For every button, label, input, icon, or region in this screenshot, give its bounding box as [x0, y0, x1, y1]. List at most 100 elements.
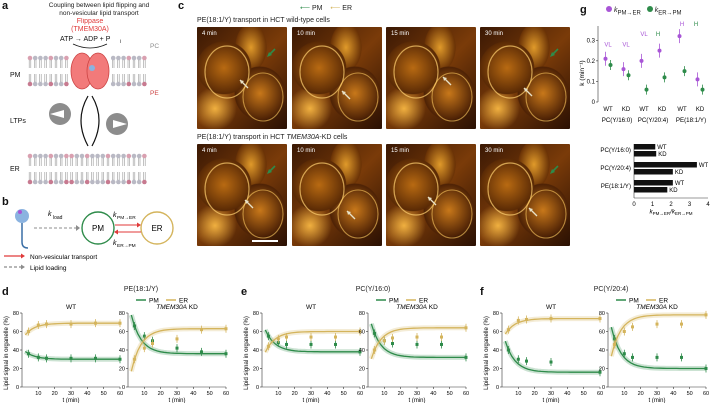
- data-point-pm: [440, 342, 443, 346]
- lipid-head: [121, 179, 126, 185]
- data-point-pm: [704, 367, 708, 370]
- pm-bilayer: [27, 55, 147, 87]
- probe-icon: [15, 209, 29, 249]
- bar-x-tick: 3: [688, 202, 692, 208]
- x-tick-label: 20: [638, 391, 644, 397]
- lipid-head: [136, 81, 142, 87]
- lipid-head: [90, 179, 95, 185]
- lipid-head: [116, 179, 121, 185]
- flippase-gene: (TMEM30A): [71, 26, 109, 33]
- kd-suffix: KD: [667, 304, 678, 311]
- x-tick-label: 30: [414, 391, 420, 397]
- lipid-head: [100, 153, 106, 159]
- pm-arrowhead: [267, 169, 272, 174]
- lipid-head: [74, 179, 80, 185]
- x-tick-label: 50: [447, 391, 453, 397]
- x-axis-label: t (min): [303, 398, 320, 403]
- bar-x-label: kPM→ER/kER→PM: [649, 209, 692, 217]
- data-point-pm: [142, 334, 146, 338]
- data-point-er: [151, 342, 154, 346]
- fit-line-pm: [130, 314, 226, 355]
- lipid-head: [79, 153, 85, 159]
- panel-f-letter: f: [480, 286, 484, 298]
- micrograph-time-label: 30 min: [485, 31, 504, 37]
- panel-e-kinetics: PM ER Lipid signal in organelle (%) WT 0 20 40…: [244, 298, 469, 403]
- y-tick-label: 80: [253, 311, 259, 317]
- data-point-pm: [94, 356, 97, 360]
- panel-e-letter: e: [241, 286, 248, 298]
- ratio-bar: [634, 144, 656, 150]
- lipid-head: [58, 179, 64, 185]
- panel-d-kinetics: PM ER Lipid signal in organelle (%) WT 0 20 40…: [4, 298, 229, 403]
- x-tick-label: 60: [703, 391, 709, 397]
- bar-x-label-part: PM→ER: [653, 211, 671, 216]
- data-point-er: [142, 346, 146, 350]
- lipid-head: [64, 55, 69, 61]
- data-point-er: [516, 318, 520, 322]
- fit-band-pm: [502, 340, 600, 375]
- lipid-head: [95, 153, 100, 159]
- lipid-head: [32, 81, 38, 87]
- ratio-bar: [634, 187, 668, 193]
- cell-outline: [242, 72, 284, 122]
- lipid-head: [79, 179, 85, 185]
- cell-outline: [204, 45, 250, 99]
- subpanel-title-kd: TMEM30A KD: [636, 304, 678, 311]
- lipid-head: [43, 55, 48, 61]
- lipid-head: [110, 153, 116, 159]
- annot-h: H: [656, 32, 660, 38]
- fit-line-pm: [370, 323, 466, 359]
- bar-label: KD: [675, 170, 684, 176]
- x-tick-label: 50: [207, 391, 213, 397]
- pm-compartment: [81, 211, 115, 245]
- cell-outline: [487, 45, 533, 99]
- lipid-head: [53, 81, 59, 87]
- x-tick-label: 50: [101, 391, 107, 397]
- x-tick-label: 40: [324, 391, 330, 397]
- annot-h: H: [694, 22, 698, 28]
- kinetics-legend: PM ER: [376, 298, 428, 305]
- y-tick-label: 0.1: [587, 79, 596, 85]
- pm-arrowhead: [267, 52, 272, 57]
- data-point-er: [464, 326, 468, 330]
- data-point-pm: [224, 352, 228, 356]
- y-tick-label: 0.3: [587, 38, 596, 44]
- data-point-er: [622, 330, 626, 333]
- fit-line-er: [130, 328, 226, 372]
- er-arrowhead: [529, 208, 533, 212]
- data-point-er: [655, 322, 659, 326]
- lipid-head: [116, 153, 121, 159]
- x-tick-label: 40: [430, 391, 436, 397]
- bar-x-tick: 1: [651, 202, 655, 208]
- legend-kerpm-k: k: [654, 7, 659, 14]
- lipid-head: [95, 179, 100, 185]
- panel-a-title-line2: non-vesicular lipid transport: [59, 10, 139, 17]
- panel-g-legend: kPM→ER kER→PM: [606, 6, 682, 16]
- fit-line-er: [504, 317, 600, 335]
- panel-c-legend: ⟵ PM ⟵ ER: [300, 5, 353, 12]
- lipid-head: [84, 153, 90, 159]
- kd-gene: TMEM30A: [396, 304, 427, 311]
- x-tick-label: 50: [581, 391, 587, 397]
- lipid-head: [43, 81, 48, 87]
- bar-x-label-part: ER→PM: [675, 211, 693, 216]
- data-point-pm: [598, 370, 602, 374]
- data-point-pm: [391, 342, 394, 346]
- data-point-pm: [516, 357, 520, 361]
- er-arrowhead: [524, 88, 528, 92]
- y-tick-label: 40: [599, 348, 605, 354]
- y-tick-label: 20: [119, 367, 125, 373]
- x-tick-label: 10: [275, 391, 281, 397]
- row2-title-pre: PE(18:1/Y) transport in HCT: [197, 134, 287, 141]
- x-tick-label: KD: [696, 107, 705, 113]
- kd-suffix: KD: [427, 304, 438, 311]
- rate-constant-chart: 0 0.1 0.2 0.3 k (min⁻¹) WT KD WT KD WT KD VL VL VL H H H…: [579, 22, 706, 124]
- cell-outline: [299, 162, 345, 216]
- lipid-head: [53, 179, 59, 185]
- lipid-head: [142, 81, 147, 87]
- group-label: PE(18:1/Y): [676, 117, 706, 124]
- group-label: PC(Y/16:0): [602, 117, 633, 124]
- panel-e-lipid: PC(Y/16:0): [355, 286, 391, 293]
- er-arrowhead: [342, 91, 346, 95]
- x-tick-label: 60: [357, 391, 363, 397]
